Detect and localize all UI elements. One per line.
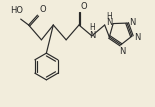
Text: N: N bbox=[134, 33, 140, 42]
Text: H: H bbox=[106, 12, 112, 21]
Text: N: N bbox=[89, 31, 95, 40]
Text: N: N bbox=[106, 18, 112, 27]
Text: N: N bbox=[129, 18, 135, 27]
Text: H: H bbox=[89, 23, 95, 32]
Text: HO: HO bbox=[10, 6, 23, 15]
Text: N: N bbox=[119, 47, 125, 56]
Text: O: O bbox=[81, 2, 88, 11]
Text: O: O bbox=[40, 5, 46, 14]
